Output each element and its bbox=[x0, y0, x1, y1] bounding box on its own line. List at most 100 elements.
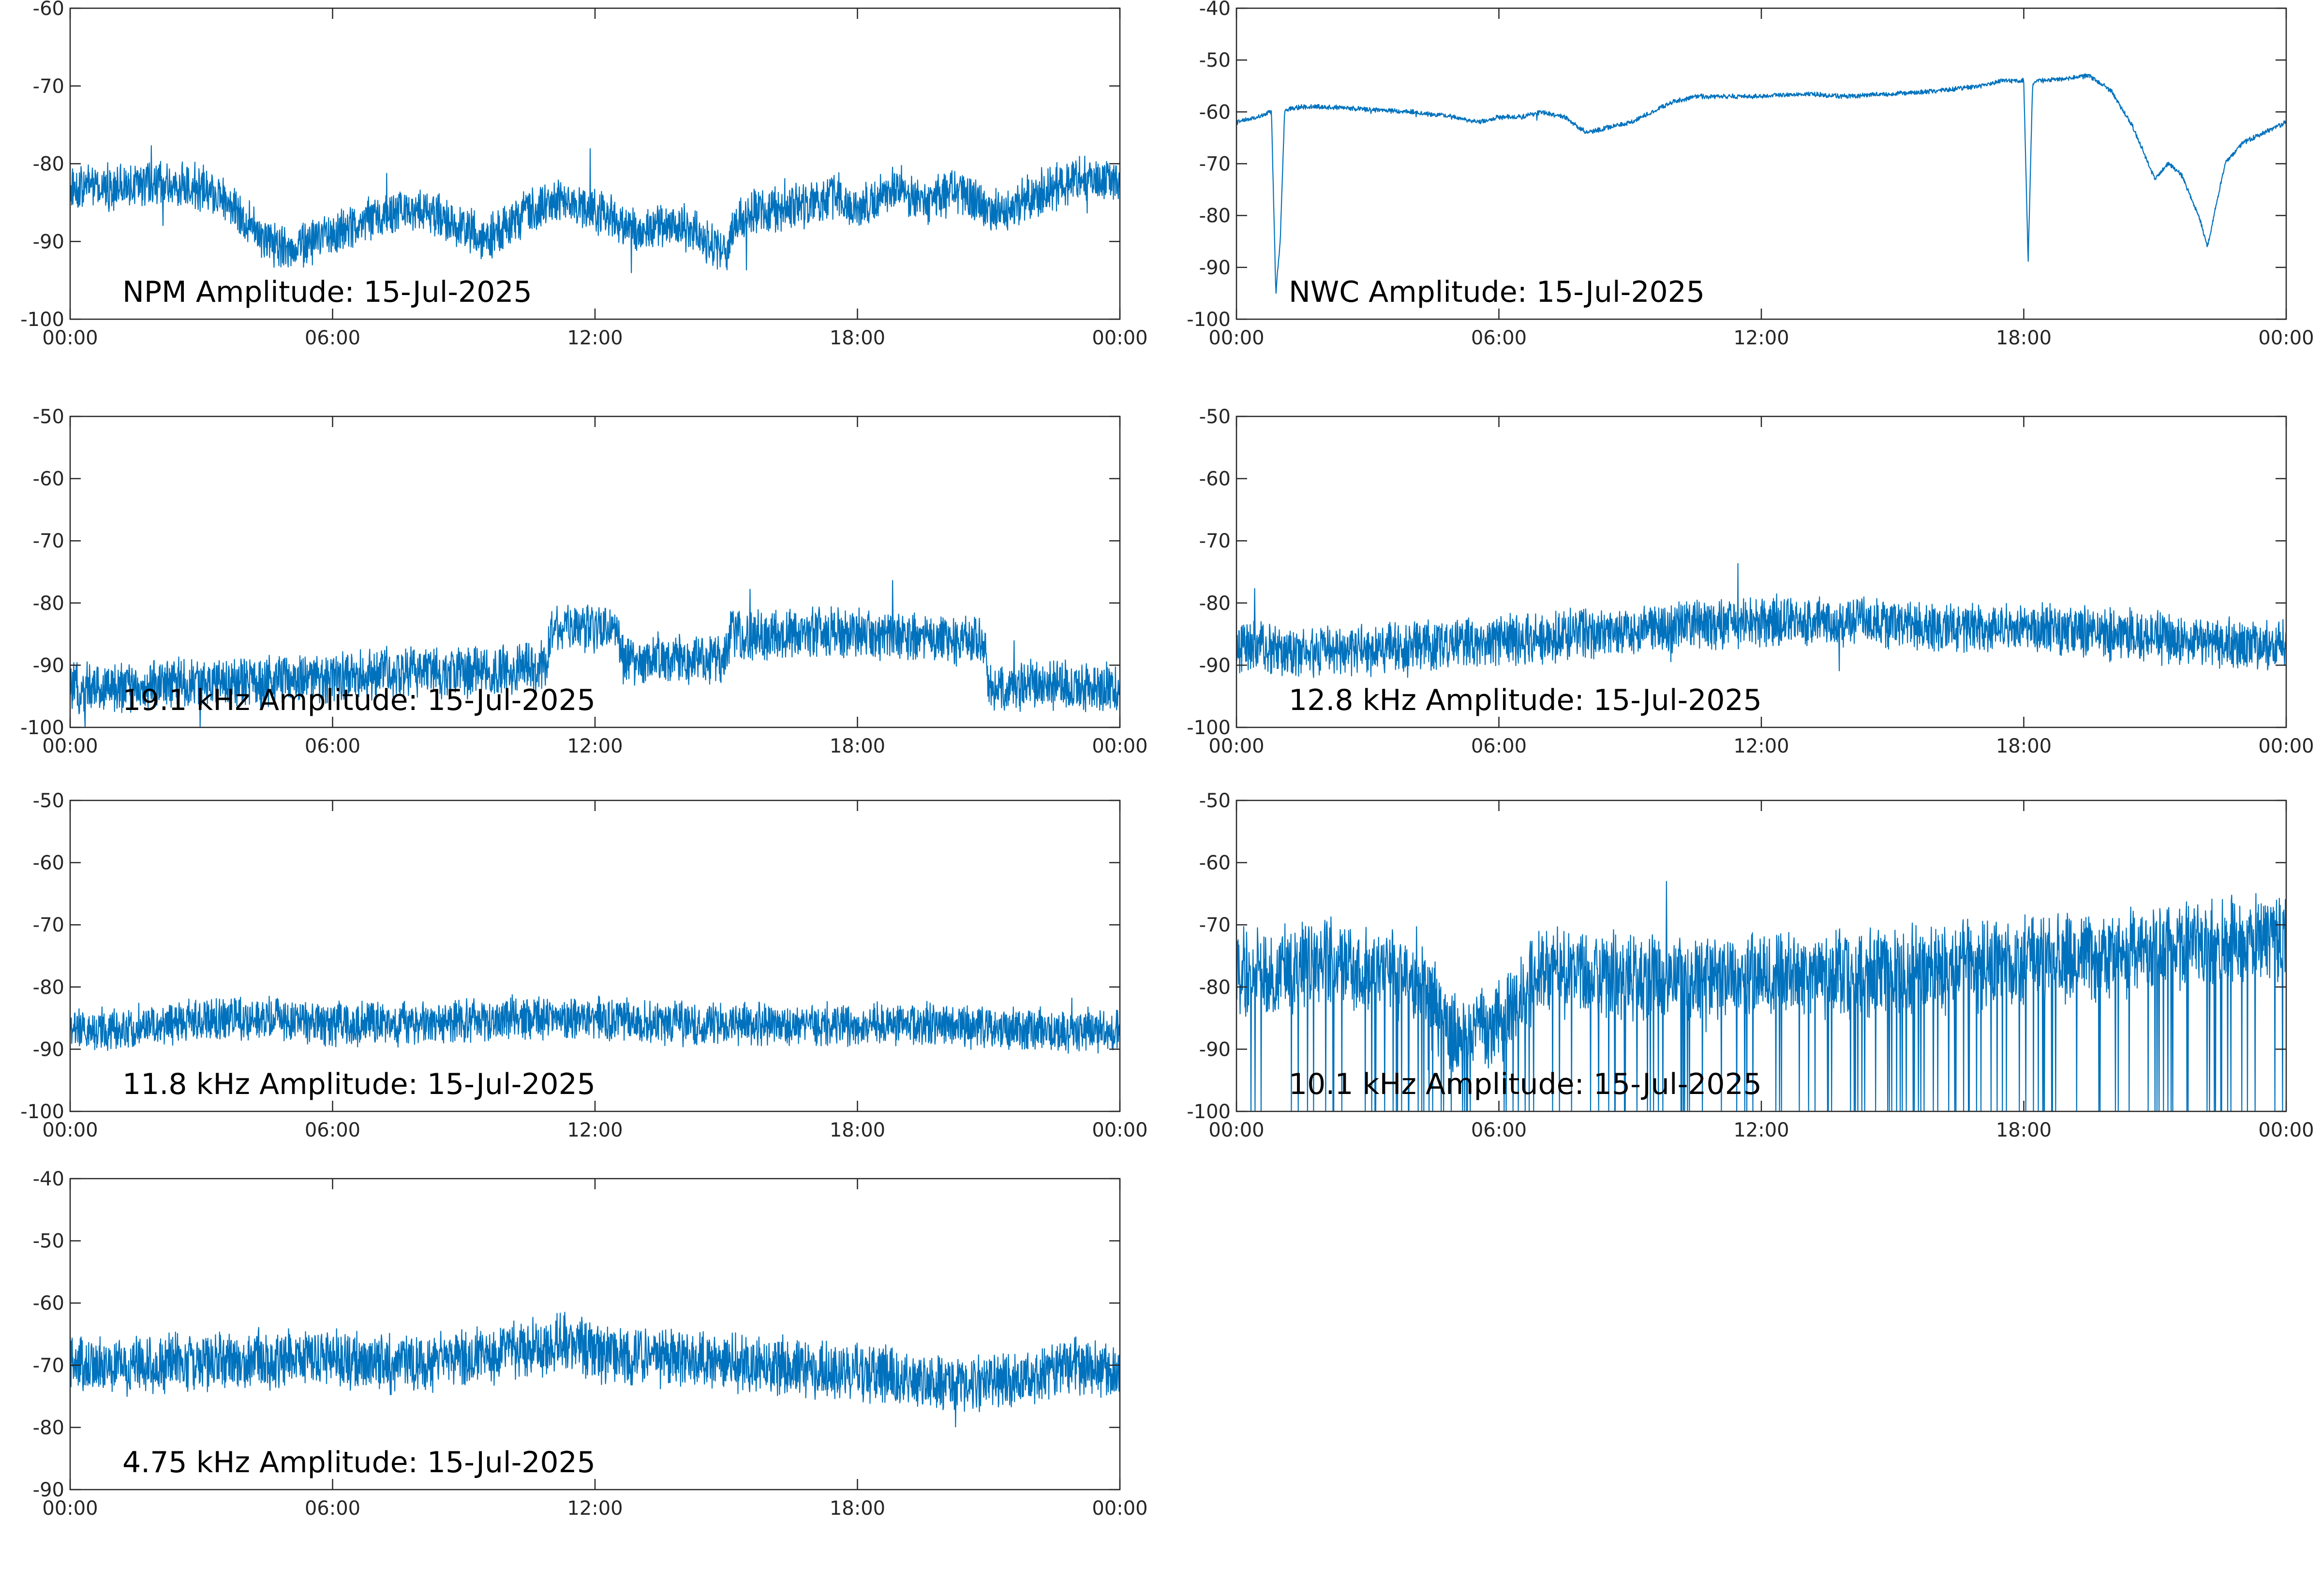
x-tick-label: 06:00 bbox=[1471, 1119, 1527, 1141]
x-tick-label: 00:00 bbox=[1208, 735, 1264, 757]
x-tick-label: 00:00 bbox=[2258, 1119, 2314, 1141]
x-tick-label: 18:00 bbox=[830, 1119, 885, 1141]
y-tick-label: -60 bbox=[1199, 852, 1231, 874]
x-tick-label: 12:00 bbox=[567, 1497, 623, 1520]
x-tick-label: 12:00 bbox=[1733, 1119, 1789, 1141]
panel-title: NWC Amplitude: 15-Jul-2025 bbox=[1289, 275, 1705, 309]
y-tick-label: -60 bbox=[33, 0, 64, 20]
axis-frame bbox=[69, 799, 1121, 1112]
panel-title: 12.8 kHz Amplitude: 15-Jul-2025 bbox=[1289, 683, 1762, 717]
chart-panel-4: 00:00 06:00 12:00 18:00 00:00 -50 -60 -70 -80 -90… bbox=[1187, 406, 2314, 757]
x-tick-label: 06:00 bbox=[1471, 735, 1527, 757]
y-tick-label: -90 bbox=[1199, 257, 1231, 279]
x-tick-label: 18:00 bbox=[830, 327, 885, 349]
y-tick-label: -70 bbox=[33, 1355, 64, 1377]
x-tick-label: 12:00 bbox=[567, 327, 623, 349]
panel-title: NPM Amplitude: 15-Jul-2025 bbox=[122, 275, 532, 309]
y-tick-label: -50 bbox=[33, 406, 64, 428]
y-tick-label: -90 bbox=[33, 1479, 64, 1501]
series-line bbox=[70, 580, 1120, 727]
axis-frame bbox=[69, 1178, 1121, 1491]
y-tick-label: -80 bbox=[1199, 976, 1231, 999]
x-tick-label: 00:00 bbox=[1092, 735, 1147, 757]
y-tick-label: -90 bbox=[33, 654, 64, 677]
x-tick-label: 18:00 bbox=[830, 1497, 885, 1520]
y-tick-label: -80 bbox=[33, 153, 64, 176]
x-tick-label: 06:00 bbox=[305, 1119, 360, 1141]
y-tick-label: -80 bbox=[33, 592, 64, 615]
x-tick-label: 00:00 bbox=[42, 1119, 98, 1141]
y-tick-label: -90 bbox=[33, 1038, 64, 1061]
chart-panel-3: 00:00 06:00 12:00 18:00 00:00 -50 -60 -70 -80 -90… bbox=[20, 406, 1147, 757]
chart-panel-6: 00:00 06:00 12:00 18:00 00:00 -50 -60 -70 -80 -90… bbox=[1187, 790, 2314, 1141]
y-tick-label: -40 bbox=[1199, 0, 1231, 20]
panel-title: 10.1 kHz Amplitude: 15-Jul-2025 bbox=[1289, 1067, 1762, 1101]
x-tick-label: 00:00 bbox=[2258, 735, 2314, 757]
y-tick-label: -50 bbox=[33, 1230, 64, 1253]
x-tick-label: 06:00 bbox=[305, 735, 360, 757]
y-tick-label: -80 bbox=[1199, 592, 1231, 615]
series-line bbox=[1236, 881, 2286, 1111]
x-tick-label: 12:00 bbox=[567, 735, 623, 757]
chart-panel-5: 00:00 06:00 12:00 18:00 00:00 -50 -60 -70 -80 -90… bbox=[20, 790, 1147, 1141]
y-tick-label: -100 bbox=[1187, 717, 1231, 739]
series-line bbox=[1236, 73, 2286, 294]
x-tick-label: 00:00 bbox=[42, 735, 98, 757]
x-tick-label: 00:00 bbox=[2258, 327, 2314, 349]
y-tick-label: -60 bbox=[33, 852, 64, 874]
y-tick-label: -60 bbox=[33, 468, 64, 490]
series-line bbox=[70, 1312, 1120, 1428]
x-tick-label: 12:00 bbox=[1733, 735, 1789, 757]
x-tick-label: 18:00 bbox=[1996, 327, 2052, 349]
y-tick-label: -90 bbox=[1199, 1038, 1231, 1061]
y-tick-label: -100 bbox=[1187, 1101, 1231, 1123]
series-line bbox=[70, 994, 1120, 1054]
y-tick-label: -50 bbox=[1199, 790, 1231, 812]
y-tick-label: -50 bbox=[33, 790, 64, 812]
y-tick-label: -100 bbox=[20, 717, 64, 739]
y-tick-label: -90 bbox=[1199, 654, 1231, 677]
axis-frame bbox=[1235, 7, 2287, 320]
y-tick-label: -60 bbox=[33, 1292, 64, 1315]
x-tick-label: 18:00 bbox=[1996, 1119, 2052, 1141]
panel-title: 4.75 kHz Amplitude: 15-Jul-2025 bbox=[122, 1446, 595, 1479]
axis-frame bbox=[69, 415, 1121, 728]
x-tick-label: 06:00 bbox=[1471, 327, 1527, 349]
y-tick-label: -60 bbox=[1199, 101, 1231, 123]
y-tick-label: -50 bbox=[1199, 406, 1231, 428]
chart-panel-1: 00:00 06:00 12:00 18:00 00:00 -60 -70 -80 -90 -10… bbox=[20, 0, 1147, 349]
x-tick-label: 00:00 bbox=[42, 1497, 98, 1520]
y-tick-label: -70 bbox=[33, 530, 64, 552]
x-tick-label: 00:00 bbox=[1092, 1119, 1147, 1141]
y-tick-label: -80 bbox=[33, 976, 64, 999]
x-tick-label: 00:00 bbox=[1092, 1497, 1147, 1520]
y-tick-label: -40 bbox=[33, 1168, 64, 1190]
y-tick-label: -50 bbox=[1199, 49, 1231, 72]
x-tick-label: 12:00 bbox=[567, 1119, 623, 1141]
x-tick-label: 18:00 bbox=[830, 735, 885, 757]
x-tick-label: 00:00 bbox=[1208, 327, 1264, 349]
y-tick-label: -70 bbox=[33, 914, 64, 936]
x-tick-label: 06:00 bbox=[305, 1497, 360, 1520]
chart-panel-7: 00:00 06:00 12:00 18:00 00:00 -40 -50 -60 -70 -80… bbox=[33, 1168, 1148, 1520]
y-tick-label: -60 bbox=[1199, 468, 1231, 490]
panel-title: 11.8 kHz Amplitude: 15-Jul-2025 bbox=[122, 1067, 595, 1101]
axis-frame bbox=[1235, 415, 2287, 728]
x-tick-label: 12:00 bbox=[1733, 327, 1789, 349]
series-line bbox=[1236, 563, 2286, 678]
series-line bbox=[70, 145, 1120, 273]
chart-panel-2: 00:00 06:00 12:00 18:00 00:00 -40 -50 -60 -70 -80… bbox=[1187, 0, 2314, 349]
y-tick-label: -80 bbox=[33, 1417, 64, 1439]
axis-frame bbox=[69, 7, 1121, 320]
x-tick-label: 00:00 bbox=[42, 327, 98, 349]
y-tick-label: -100 bbox=[20, 309, 64, 331]
y-tick-label: -90 bbox=[33, 231, 64, 253]
x-tick-label: 00:00 bbox=[1208, 1119, 1264, 1141]
y-tick-label: -70 bbox=[33, 75, 64, 98]
panel-title: 19.1 kHz Amplitude: 15-Jul-2025 bbox=[122, 683, 595, 717]
y-tick-label: -70 bbox=[1199, 914, 1231, 936]
x-tick-label: 18:00 bbox=[1996, 735, 2052, 757]
y-tick-label: -100 bbox=[1187, 309, 1231, 331]
y-tick-label: -80 bbox=[1199, 205, 1231, 227]
